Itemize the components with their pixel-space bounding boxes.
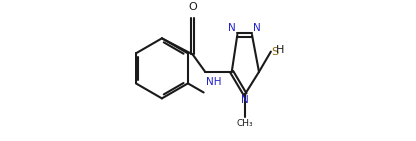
Text: N: N [241,95,249,105]
Text: N: N [253,23,261,33]
Text: NH: NH [206,77,221,87]
Text: H: H [276,45,285,55]
Text: S: S [272,47,279,57]
Text: O: O [188,3,197,13]
Text: N: N [228,23,236,33]
Text: CH₃: CH₃ [237,119,253,128]
